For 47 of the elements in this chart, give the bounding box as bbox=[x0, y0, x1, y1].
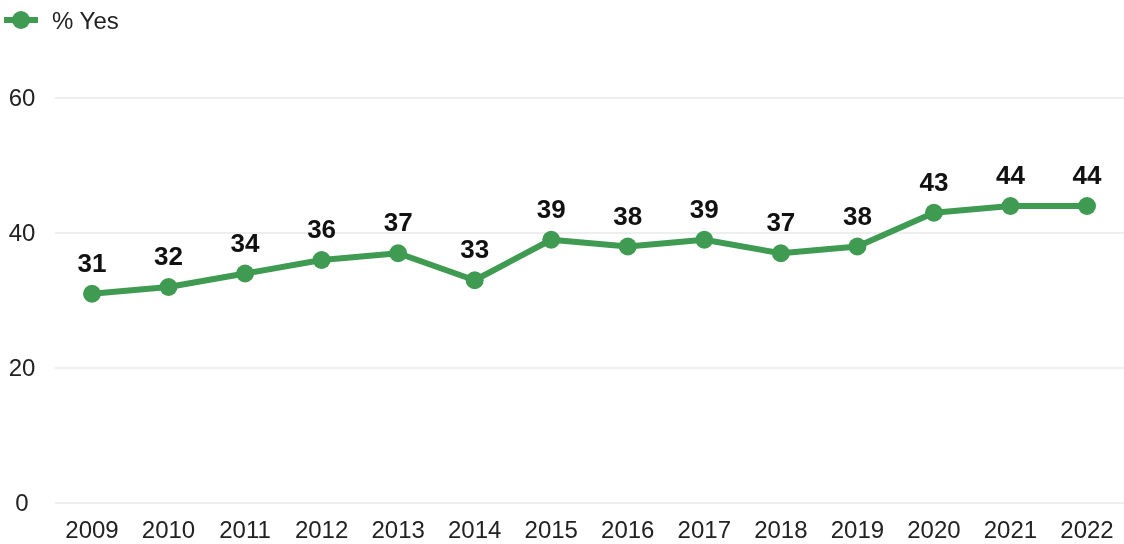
point bbox=[618, 237, 637, 256]
x-tick-label: 2012 bbox=[294, 516, 349, 543]
data-label: 37 bbox=[383, 207, 413, 238]
point bbox=[465, 271, 484, 290]
data-label: 38 bbox=[613, 200, 643, 231]
x-tick-label: 2009 bbox=[65, 516, 119, 543]
x-tick-label: 2019 bbox=[830, 516, 885, 543]
y-tick-label: 40 bbox=[8, 219, 36, 246]
x-tick-label: 2022 bbox=[1060, 516, 1114, 543]
x-tick-label: 2011 bbox=[219, 516, 271, 543]
x-tick-label: 2014 bbox=[448, 516, 502, 543]
point bbox=[236, 264, 255, 283]
data-label: 39 bbox=[536, 193, 566, 224]
data-label: 34 bbox=[230, 227, 261, 258]
point bbox=[542, 230, 561, 249]
data-label: 32 bbox=[154, 241, 183, 271]
data-label: 44 bbox=[996, 160, 1026, 190]
data-label: 43 bbox=[919, 166, 949, 197]
point bbox=[1001, 197, 1020, 215]
point bbox=[924, 203, 943, 222]
point bbox=[83, 284, 101, 303]
x-tick-label: 2013 bbox=[371, 516, 425, 543]
y-tick-label: 0 bbox=[15, 489, 29, 516]
data-label: 33 bbox=[460, 234, 490, 265]
point bbox=[848, 237, 867, 256]
x-tick-label: 2018 bbox=[754, 516, 808, 543]
x-tick-label: 2015 bbox=[524, 516, 578, 543]
point bbox=[695, 230, 714, 249]
x-tick-label: 2021 bbox=[983, 516, 1038, 543]
point bbox=[1078, 197, 1096, 215]
data-label: 37 bbox=[766, 207, 796, 238]
point bbox=[159, 278, 178, 296]
data-label: 39 bbox=[689, 193, 719, 224]
data-label: 31 bbox=[77, 247, 107, 278]
data-label: 36 bbox=[307, 214, 337, 244]
y-tick-label: 20 bbox=[8, 354, 36, 381]
legend-label: % Yes bbox=[52, 7, 119, 34]
x-tick-label: 2020 bbox=[907, 516, 961, 543]
point bbox=[389, 244, 408, 263]
data-label: 38 bbox=[842, 200, 872, 231]
point bbox=[771, 244, 790, 263]
x-tick-label: 2010 bbox=[141, 516, 196, 543]
x-tick-label: 2016 bbox=[601, 516, 655, 543]
point bbox=[312, 251, 331, 269]
data-label: 44 bbox=[1072, 160, 1102, 190]
y-tick-label: 60 bbox=[8, 84, 36, 111]
x-tick-label: 2017 bbox=[677, 516, 731, 543]
